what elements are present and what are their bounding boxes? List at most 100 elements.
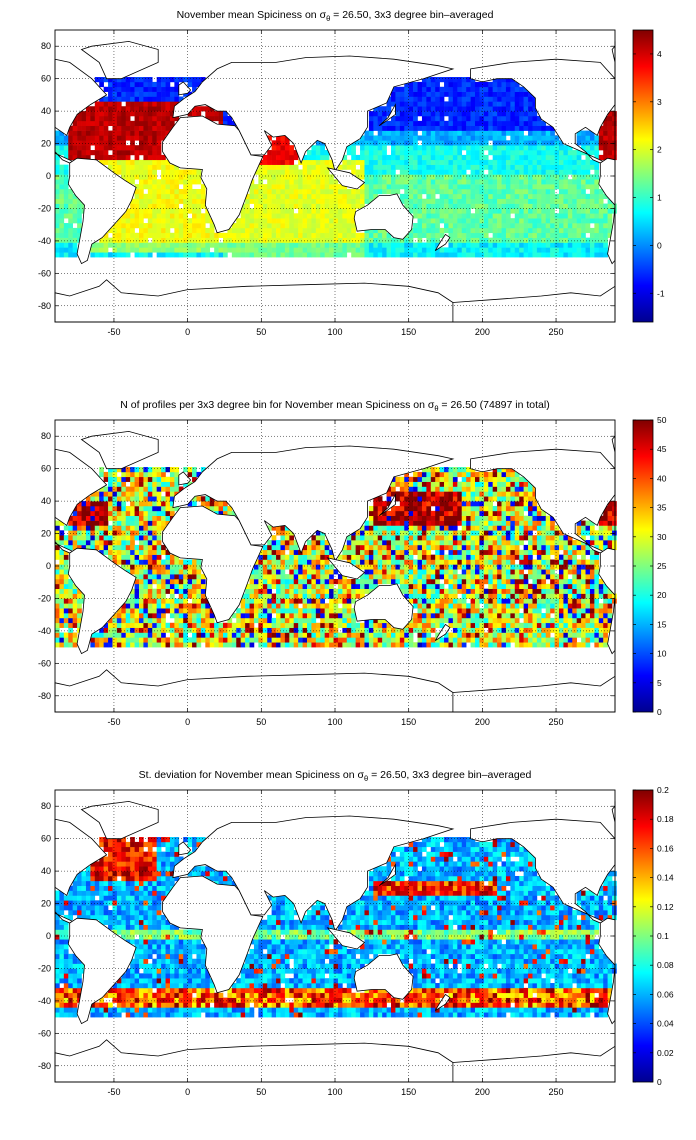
- heat-cell: [364, 627, 370, 633]
- heat-cell: [576, 198, 582, 204]
- heat-cell: [68, 617, 73, 624]
- heat-cell: [240, 593, 246, 599]
- heat-cell: [302, 569, 308, 575]
- heat-cell: [382, 535, 387, 541]
- heat-cell: [461, 101, 467, 107]
- heat-cell: [90, 106, 96, 112]
- heat-cell: [77, 218, 82, 224]
- heat-cell: [121, 164, 127, 170]
- heat-cell: [240, 227, 246, 234]
- heat-cell: [178, 588, 184, 594]
- heat-cell: [581, 203, 586, 209]
- heat-cell: [536, 223, 542, 229]
- heat-cell: [559, 159, 564, 165]
- heat-cell: [302, 559, 308, 565]
- heat-cell: [130, 501, 135, 507]
- heat-cell: [196, 242, 202, 248]
- heat-cell: [178, 96, 184, 102]
- heat-cell: [510, 237, 516, 243]
- heat-cell: [351, 145, 356, 151]
- heat-cell: [404, 252, 409, 258]
- heat-cell: [245, 237, 250, 243]
- heat-cell: [554, 174, 560, 180]
- heat-cell: [116, 608, 122, 614]
- heat-cell: [377, 510, 383, 517]
- heat-cell: [439, 154, 445, 161]
- heat-cell: [514, 227, 520, 234]
- heat-cell: [391, 188, 396, 195]
- heat-cell: [200, 252, 206, 258]
- heat-cell: [461, 208, 467, 214]
- heat-cell: [116, 525, 122, 531]
- heat-cell: [196, 237, 202, 243]
- heat-cell: [346, 544, 352, 551]
- heat-cell: [108, 476, 113, 482]
- heat-cell: [342, 549, 348, 555]
- heat-cell: [501, 145, 507, 151]
- heat-cell: [603, 223, 608, 229]
- heat-cell: [607, 218, 613, 224]
- heat-cell: [559, 184, 564, 190]
- heat-cell: [421, 188, 427, 195]
- heat-cell: [382, 179, 387, 185]
- heat-cell: [125, 111, 131, 117]
- heat-cell: [289, 583, 295, 590]
- heat-cell: [187, 198, 193, 204]
- heat-cell: [205, 237, 211, 243]
- heat-cell: [307, 164, 312, 170]
- heat-cell: [475, 125, 480, 131]
- heat-cell: [346, 198, 352, 204]
- heat-cell: [152, 198, 157, 204]
- heat-cell: [448, 91, 454, 97]
- heat-cell: [395, 174, 401, 180]
- heat-cell: [121, 96, 127, 102]
- heat-cell: [165, 184, 171, 190]
- heat-cell: [249, 574, 255, 580]
- heat-cell: [192, 227, 197, 234]
- heat-cell: [161, 593, 166, 599]
- heat-cell: [284, 213, 290, 219]
- heat-cell: [209, 501, 215, 507]
- heat-cell: [68, 603, 73, 609]
- heat-cell: [205, 613, 211, 619]
- heat-cell: [421, 247, 427, 253]
- heat-cell: [134, 159, 140, 165]
- heat-cell: [147, 150, 153, 156]
- heat-cell: [426, 227, 432, 234]
- heat-cell: [161, 549, 166, 555]
- heat-cell: [302, 564, 308, 570]
- heat-cell: [121, 227, 127, 234]
- heat-cell: [116, 467, 122, 473]
- heat-cell: [457, 77, 463, 83]
- heat-cell: [439, 135, 445, 141]
- heat-cell: [311, 242, 317, 248]
- heat-cell: [355, 140, 361, 146]
- heat-cell: [161, 188, 166, 195]
- heat-cell: [267, 549, 272, 555]
- heat-cell: [258, 608, 264, 614]
- heat-cell: [360, 632, 365, 638]
- heat-cell: [130, 198, 135, 204]
- heat-cell: [139, 96, 144, 102]
- heat-cell: [121, 501, 127, 507]
- heat-cell: [245, 622, 250, 628]
- heat-cell: [152, 169, 157, 175]
- heat-cell: [408, 588, 414, 594]
- heat-cell: [492, 237, 498, 243]
- heat-cell: [55, 583, 60, 590]
- heat-cell: [253, 569, 259, 575]
- heat-cell: [68, 525, 73, 531]
- heat-cell: [302, 613, 308, 619]
- heat-cell: [214, 247, 219, 253]
- heat-cell: [253, 574, 259, 580]
- heat-cell: [187, 583, 193, 590]
- heat-cell: [307, 598, 312, 604]
- heat-cell: [130, 247, 135, 253]
- heat-cell: [351, 642, 356, 648]
- heat-cell: [262, 564, 268, 570]
- heat-cell: [395, 130, 401, 136]
- heat-cell: [532, 135, 538, 141]
- heat-cell: [488, 101, 493, 107]
- heat-cell: [293, 578, 299, 585]
- heat-cell: [351, 608, 356, 614]
